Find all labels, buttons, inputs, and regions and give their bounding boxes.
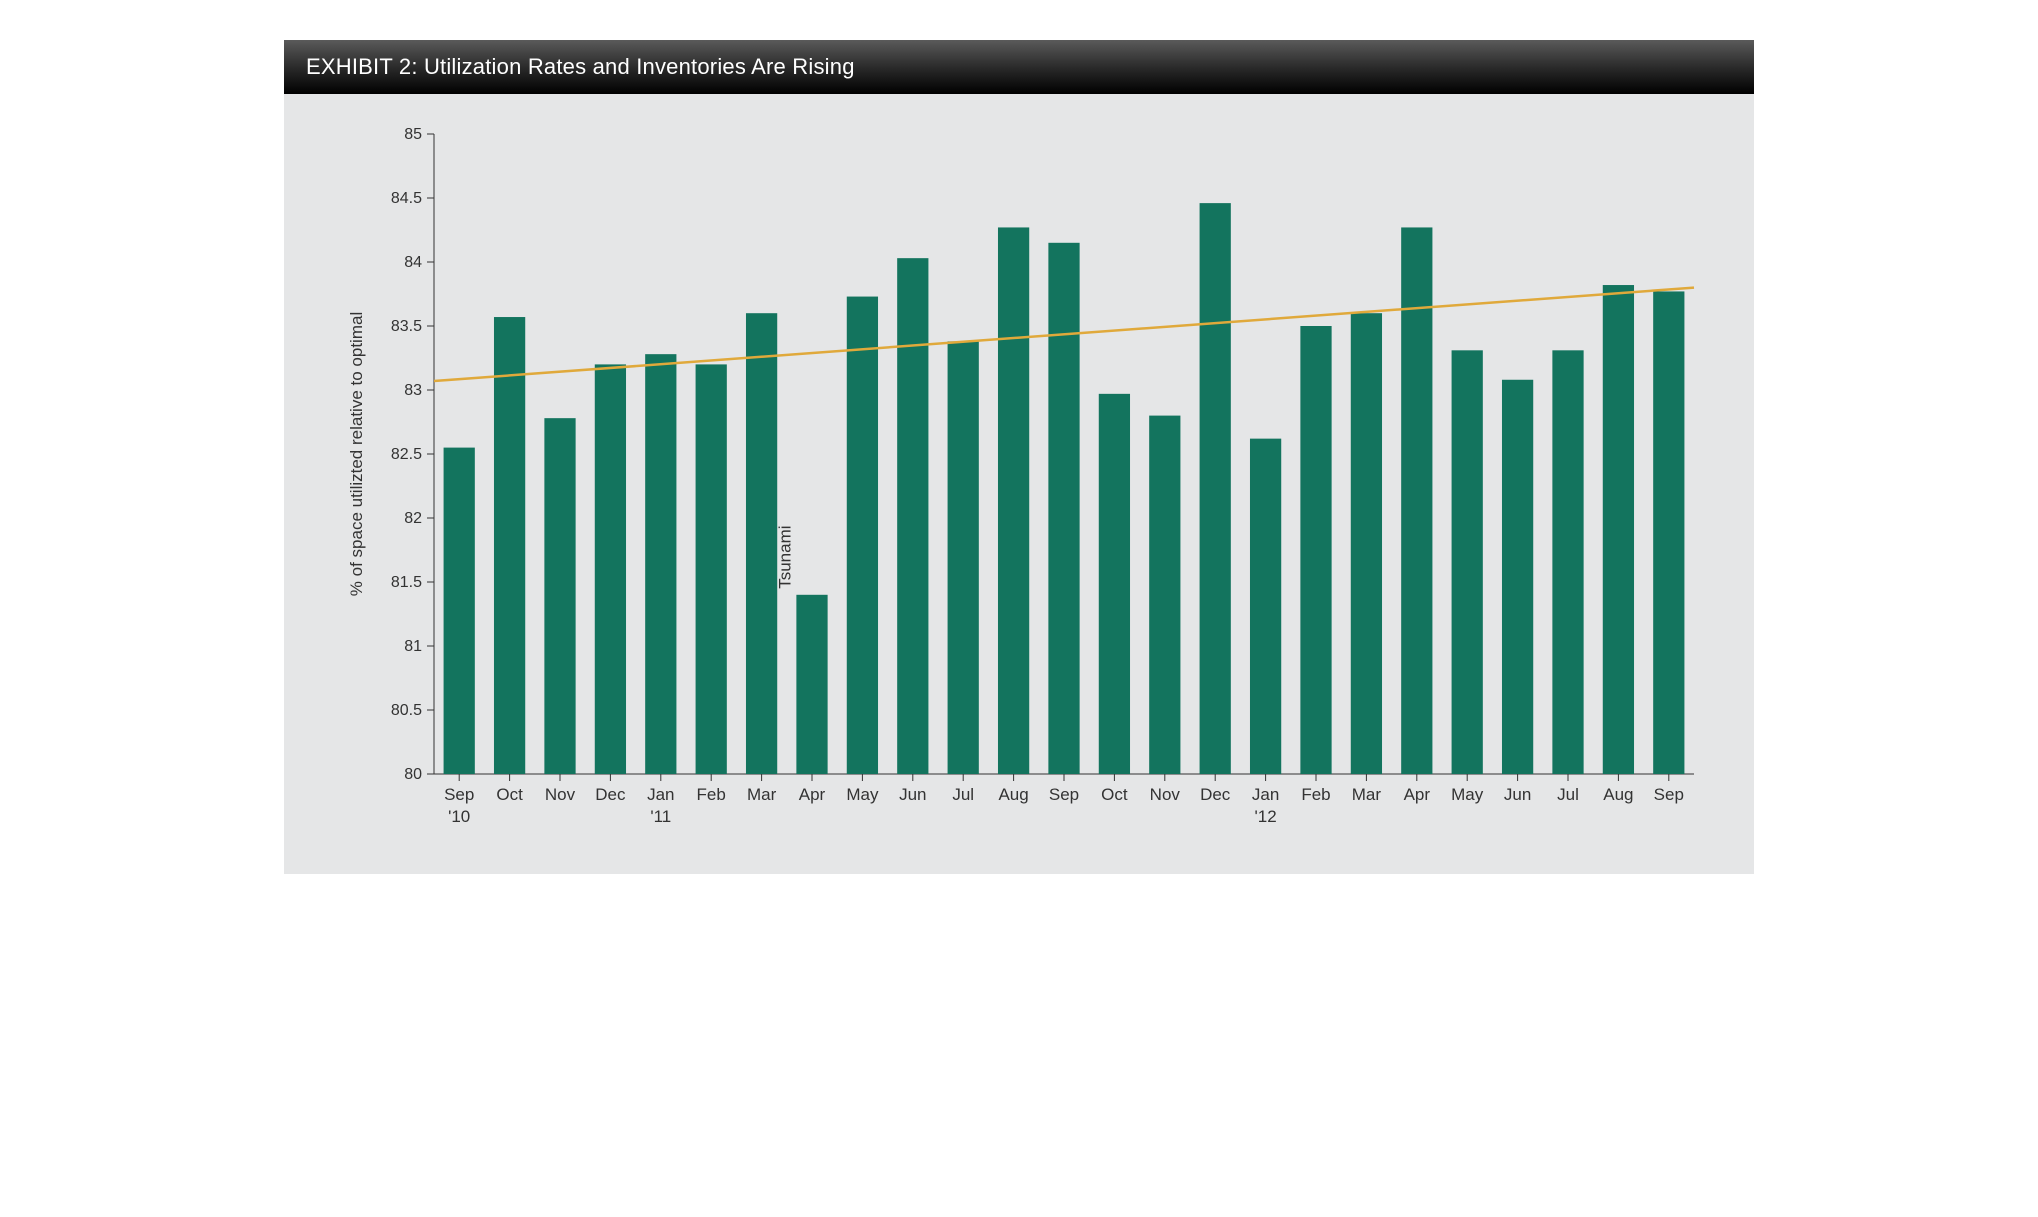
svg-text:'12: '12 — [1255, 807, 1277, 826]
svg-text:Apr: Apr — [799, 785, 826, 804]
svg-text:Nov: Nov — [1150, 785, 1181, 804]
bar — [796, 595, 827, 774]
svg-text:80: 80 — [404, 766, 422, 783]
svg-text:81.5: 81.5 — [391, 574, 422, 591]
svg-text:Feb: Feb — [697, 785, 726, 804]
svg-text:Sep: Sep — [444, 785, 474, 804]
bar — [1502, 380, 1533, 774]
bar — [1149, 416, 1180, 774]
svg-text:Jan: Jan — [647, 785, 674, 804]
bar — [948, 341, 979, 774]
annotation-tsunami: Tsunami — [775, 525, 794, 588]
bar — [494, 317, 525, 774]
bar — [1250, 439, 1281, 774]
bar — [897, 258, 928, 774]
svg-text:84: 84 — [404, 254, 422, 271]
svg-text:Jun: Jun — [899, 785, 926, 804]
bar — [595, 364, 626, 774]
svg-text:85: 85 — [404, 126, 422, 143]
svg-text:Apr: Apr — [1404, 785, 1431, 804]
svg-text:Feb: Feb — [1301, 785, 1330, 804]
svg-text:Jan: Jan — [1252, 785, 1279, 804]
bar — [1552, 350, 1583, 774]
svg-text:Oct: Oct — [496, 785, 523, 804]
svg-text:81: 81 — [404, 638, 422, 655]
svg-text:Mar: Mar — [747, 785, 777, 804]
svg-text:83.5: 83.5 — [391, 318, 422, 335]
svg-text:Jul: Jul — [1557, 785, 1579, 804]
svg-text:84.5: 84.5 — [391, 190, 422, 207]
svg-text:'10: '10 — [448, 807, 470, 826]
exhibit-container: EXHIBIT 2: Utilization Rates and Invento… — [284, 40, 1754, 874]
bar — [1603, 285, 1634, 774]
svg-text:Sep: Sep — [1654, 785, 1684, 804]
y-axis-label: % of space utilizted relative to optimal — [347, 312, 366, 596]
bar — [1048, 243, 1079, 774]
bar — [696, 364, 727, 774]
bar — [444, 448, 475, 774]
bar — [1099, 394, 1130, 774]
utilization-bar-chart: 80 80.5 81 81.5 82 82.5 83 83.5 84 84.5 85 % of spa… — [324, 124, 1714, 854]
exhibit-title-bar: EXHIBIT 2: Utilization Rates and Invento… — [284, 40, 1754, 94]
bar — [998, 227, 1029, 774]
svg-text:'11: '11 — [650, 807, 671, 826]
bar — [645, 354, 676, 774]
svg-text:Jul: Jul — [952, 785, 974, 804]
bar — [1452, 350, 1483, 774]
svg-text:82: 82 — [404, 510, 422, 527]
svg-text:Dec: Dec — [595, 785, 626, 804]
svg-text:Nov: Nov — [545, 785, 576, 804]
svg-text:Oct: Oct — [1101, 785, 1128, 804]
bar — [847, 297, 878, 774]
chart-body: 80 80.5 81 81.5 82 82.5 83 83.5 84 84.5 85 % of spa… — [284, 94, 1754, 874]
bar — [746, 313, 777, 774]
svg-text:80.5: 80.5 — [391, 702, 422, 719]
bar — [1351, 313, 1382, 774]
svg-text:Mar: Mar — [1352, 785, 1382, 804]
svg-text:Dec: Dec — [1200, 785, 1231, 804]
bar — [1653, 291, 1684, 774]
svg-text:82.5: 82.5 — [391, 446, 422, 463]
bar — [1300, 326, 1331, 774]
svg-text:May: May — [1451, 785, 1484, 804]
svg-text:Aug: Aug — [1603, 785, 1633, 804]
svg-text:Aug: Aug — [998, 785, 1028, 804]
svg-text:Jun: Jun — [1504, 785, 1531, 804]
svg-text:May: May — [846, 785, 879, 804]
bar — [1200, 203, 1231, 774]
bar — [544, 418, 575, 774]
exhibit-title: EXHIBIT 2: Utilization Rates and Invento… — [306, 54, 855, 79]
svg-text:83: 83 — [404, 382, 422, 399]
svg-text:Sep: Sep — [1049, 785, 1079, 804]
